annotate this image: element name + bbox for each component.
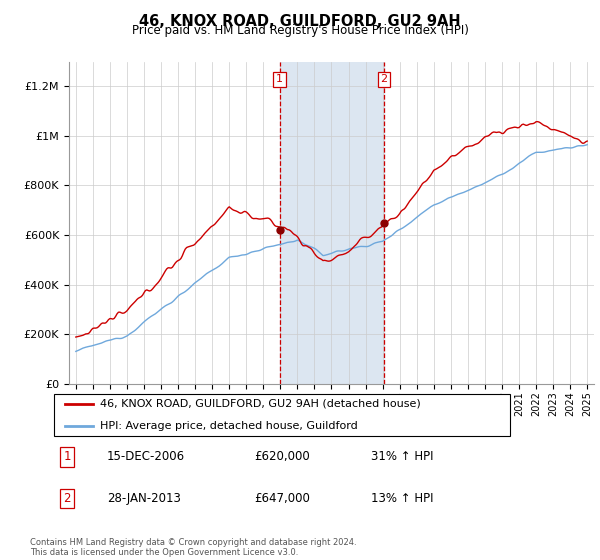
Text: 2: 2: [380, 74, 388, 85]
Text: Price paid vs. HM Land Registry's House Price Index (HPI): Price paid vs. HM Land Registry's House …: [131, 24, 469, 37]
Text: Contains HM Land Registry data © Crown copyright and database right 2024.
This d: Contains HM Land Registry data © Crown c…: [30, 538, 356, 557]
Text: £620,000: £620,000: [254, 450, 310, 463]
Text: 2: 2: [64, 492, 71, 505]
Text: 1: 1: [64, 450, 71, 463]
Text: 15-DEC-2006: 15-DEC-2006: [107, 450, 185, 463]
FancyBboxPatch shape: [54, 394, 510, 436]
Text: 1: 1: [276, 74, 283, 85]
Text: 46, KNOX ROAD, GUILDFORD, GU2 9AH: 46, KNOX ROAD, GUILDFORD, GU2 9AH: [139, 14, 461, 29]
Text: HPI: Average price, detached house, Guildford: HPI: Average price, detached house, Guil…: [100, 421, 358, 431]
Bar: [280, 62, 384, 384]
Text: £647,000: £647,000: [254, 492, 311, 505]
Text: 31% ↑ HPI: 31% ↑ HPI: [371, 450, 433, 463]
Text: 46, KNOX ROAD, GUILDFORD, GU2 9AH (detached house): 46, KNOX ROAD, GUILDFORD, GU2 9AH (detac…: [100, 399, 421, 409]
Text: 28-JAN-2013: 28-JAN-2013: [107, 492, 181, 505]
Text: 13% ↑ HPI: 13% ↑ HPI: [371, 492, 433, 505]
